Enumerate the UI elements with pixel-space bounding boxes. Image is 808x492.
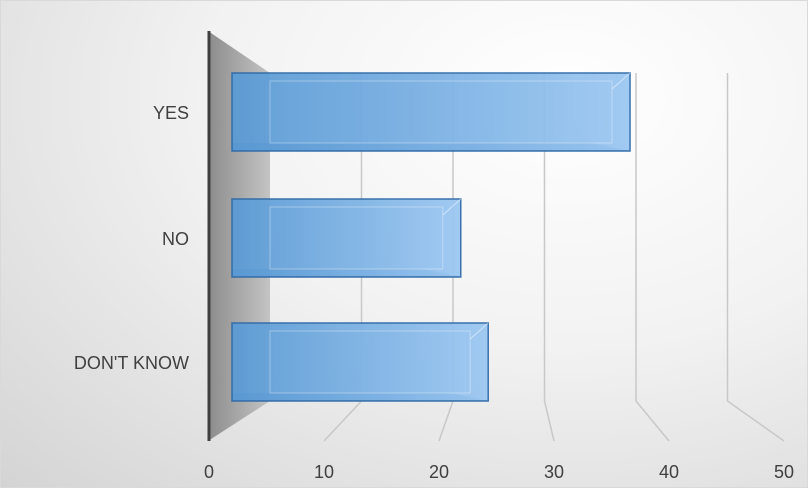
gridline-floor [727,400,785,442]
x-tick-label: 0 [204,462,214,482]
bar-front-face [231,322,489,402]
x-tick-label: 20 [429,462,449,482]
gridline-floor [438,400,454,442]
x-tick-label: 50 [774,462,794,482]
bar-inner-edge [269,330,471,394]
bar [231,72,631,152]
category-label: DON'T KNOW [74,353,189,373]
gridline-floor [323,400,363,442]
x-tick-label: 30 [544,462,564,482]
bar-front-face [231,72,631,152]
bar-edge-highlight [611,72,631,90]
category-label: NO [162,229,189,249]
gridline-floor [635,400,670,442]
x-tick-label: 40 [659,462,679,482]
gridline-floor [543,400,555,442]
category-labels: YES NO DON'T KNOW [74,103,189,373]
bar [231,198,462,278]
bar-front-face [231,198,462,278]
bar [231,322,489,402]
bar-edge-highlight [442,198,462,216]
x-tick-labels: 0 10 20 30 40 50 [204,462,794,482]
x-tick-label: 10 [314,462,334,482]
bar-inner-edge [269,80,613,144]
bars [231,72,631,402]
bar-edge-highlight [469,322,489,340]
category-label: YES [153,103,189,123]
bar-inner-edge [269,206,444,270]
